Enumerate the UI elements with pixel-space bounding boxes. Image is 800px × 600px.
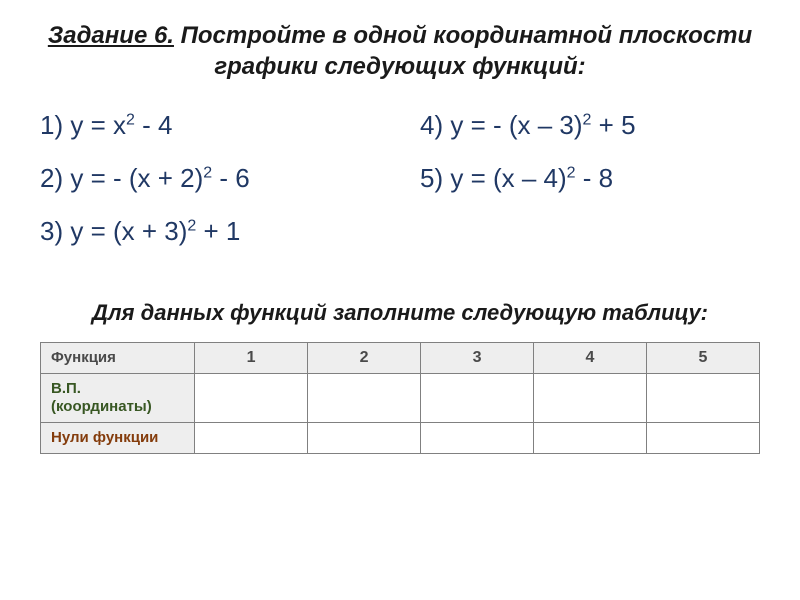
table-cell: [308, 373, 421, 422]
table-header-col: 5: [647, 342, 760, 373]
function-table: Функция12345 В.П. (координаты)Нули функц…: [40, 342, 760, 454]
function-item: 1) y = x2 - 4: [40, 110, 380, 141]
table-header-col: 3: [421, 342, 534, 373]
table-header-col: 4: [534, 342, 647, 373]
function-col-left: 1) y = x2 - 4 2) y = - (x + 2)2 - 6 3) y =…: [40, 110, 380, 269]
table-cell: [534, 422, 647, 453]
function-item: 5) y = (x – 4)2 - 8: [420, 163, 760, 194]
table-instruction: Для данных функций заполните следующую т…: [40, 299, 760, 328]
task-title: Задание 6. Постройте в одной координатно…: [40, 20, 760, 82]
table-cell: [421, 373, 534, 422]
table-cell: [647, 373, 760, 422]
task-text: Постройте в одной координатной плоскости…: [174, 22, 752, 80]
task-number: Задание 6.: [48, 22, 174, 49]
table-row: В.П. (координаты): [41, 373, 760, 422]
table-cell: [647, 422, 760, 453]
table-header-label: Функция: [41, 342, 195, 373]
table-cell: [195, 373, 308, 422]
function-item: 2) y = - (x + 2)2 - 6: [40, 163, 380, 194]
table-row: Нули функции: [41, 422, 760, 453]
table-cell: [195, 422, 308, 453]
row-label: Нули функции: [41, 422, 195, 453]
function-item: 3) y = (x + 3)2 + 1: [40, 216, 380, 247]
table-cell: [308, 422, 421, 453]
function-col-right: 4) y = - (x – 3)2 + 5 5) y = (x – 4)2 - 8: [420, 110, 760, 269]
table-cell: [421, 422, 534, 453]
table-header-col: 2: [308, 342, 421, 373]
table-cell: [534, 373, 647, 422]
row-label: В.П. (координаты): [41, 373, 195, 422]
table-header-col: 1: [195, 342, 308, 373]
function-list: 1) y = x2 - 4 2) y = - (x + 2)2 - 6 3) y =…: [40, 110, 760, 269]
function-item: 4) y = - (x – 3)2 + 5: [420, 110, 760, 141]
